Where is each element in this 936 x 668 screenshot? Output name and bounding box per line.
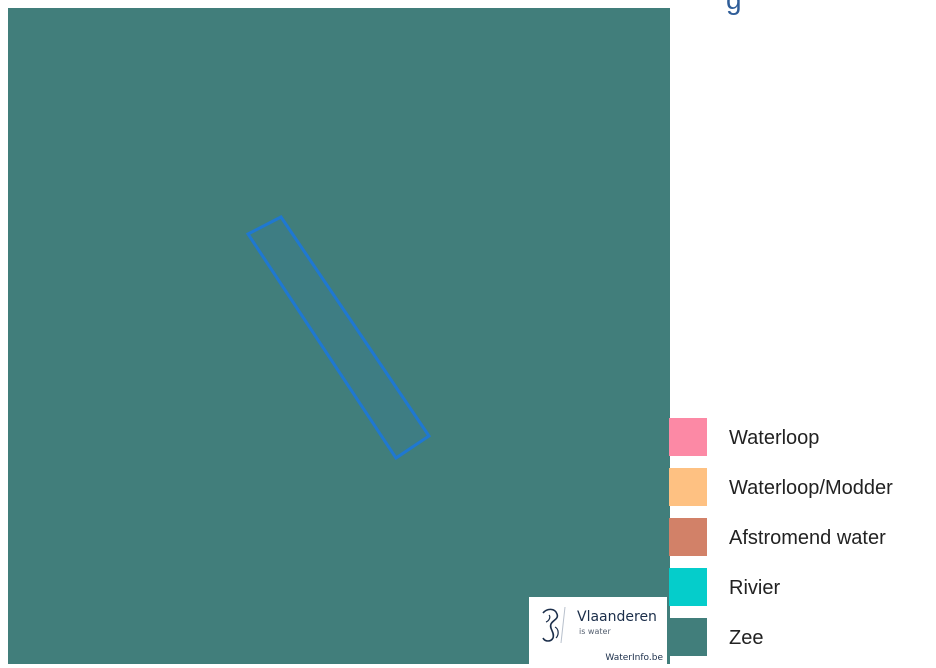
legend-label: Waterloop bbox=[729, 427, 820, 449]
vlaanderen-logo[interactable]: Vlaanderen is water WaterInfo.be bbox=[529, 597, 667, 667]
legend-swatch bbox=[669, 518, 707, 556]
legend-label: Rivier bbox=[729, 577, 781, 599]
legend-label: Afstromend water bbox=[729, 527, 886, 549]
legend-swatch bbox=[669, 568, 707, 606]
map-canvas[interactable] bbox=[8, 8, 670, 664]
map-panel[interactable]: Vlaanderen is water WaterInfo.be bbox=[8, 8, 670, 667]
lion-icon bbox=[542, 606, 566, 644]
legend-label: Waterloop/Modder bbox=[729, 477, 893, 499]
legend-swatch bbox=[669, 418, 707, 456]
page-title-fragment: g bbox=[726, 0, 742, 14]
logo-name: Vlaanderen bbox=[577, 609, 657, 625]
logo-tagline: is water bbox=[579, 627, 611, 636]
selected-area-polygon[interactable] bbox=[245, 215, 432, 461]
legend-swatch bbox=[669, 618, 707, 656]
legend-label: Zee bbox=[729, 627, 764, 649]
legend-swatch bbox=[669, 468, 707, 506]
logo-site-link[interactable]: WaterInfo.be bbox=[605, 653, 663, 663]
